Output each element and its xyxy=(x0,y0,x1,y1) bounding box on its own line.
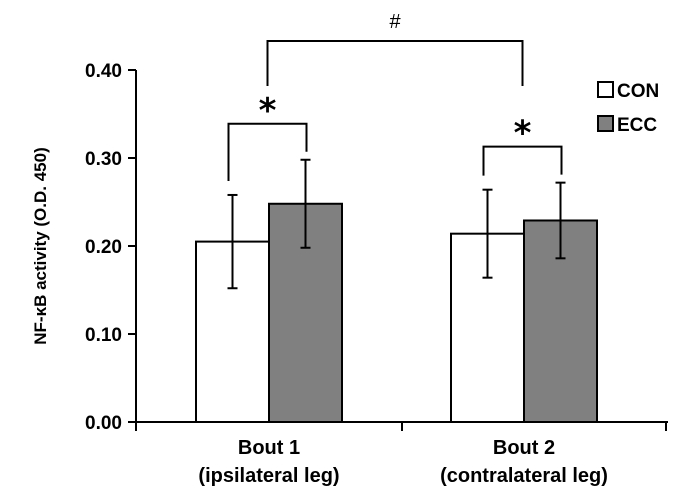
significance-bracket xyxy=(482,145,563,176)
y-tick-label: 0.10 xyxy=(85,325,122,346)
between-bouts-bracket xyxy=(266,40,524,86)
category-label-line2: (ipsilateral leg) xyxy=(198,465,339,487)
category-label-line2: (contralateral leg) xyxy=(440,465,608,487)
legend-label-ecc: ECC xyxy=(617,115,657,136)
y-tick-label: 0.30 xyxy=(85,149,122,170)
legend-swatch-con xyxy=(597,81,614,98)
significance-bracket xyxy=(227,122,308,181)
significance-star: * xyxy=(259,91,277,131)
y-axis-title: NF-κB activity (O.D. 450) xyxy=(31,147,50,344)
plot-area: 0.00 0.10 0.20 0.30 0.40 * Bout 1 (ipsilateral … xyxy=(85,11,668,487)
bar-con xyxy=(450,232,525,423)
y-tick-label: 0.00 xyxy=(85,413,122,434)
y-tick-label: 0.40 xyxy=(85,61,122,82)
legend-swatch-ecc xyxy=(597,115,614,132)
category-label-line1: Bout 2 xyxy=(493,437,555,459)
category-label-line1: Bout 1 xyxy=(238,437,300,459)
y-tick-label: 0.20 xyxy=(85,237,122,258)
legend-label-con: CON xyxy=(617,81,659,102)
bar-ecc xyxy=(268,202,343,423)
significance-star: * xyxy=(514,114,532,154)
between-bouts-marker: # xyxy=(389,11,401,33)
